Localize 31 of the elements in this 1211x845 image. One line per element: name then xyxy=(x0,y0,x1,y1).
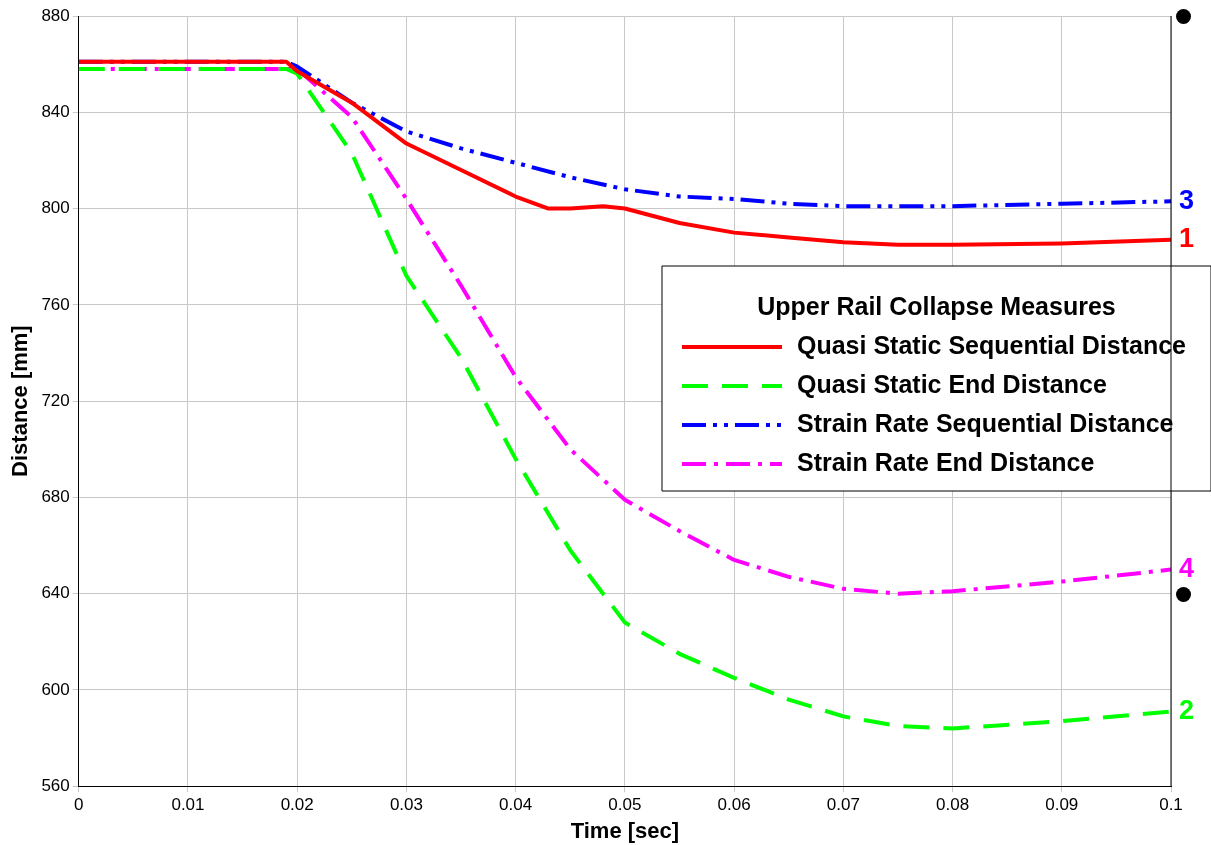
y-tick-label: 840 xyxy=(41,101,70,121)
legend-label: Quasi Static End Distance xyxy=(796,369,1107,398)
y-tick-label: 760 xyxy=(41,294,70,314)
x-tick-label: 0.05 xyxy=(608,795,642,815)
x-tick-label: 0.09 xyxy=(1045,795,1079,815)
x-tick-label: 0.07 xyxy=(826,795,860,815)
x-tick-label: 0.04 xyxy=(499,795,533,815)
legend-label: Quasi Static Sequential Distance xyxy=(796,330,1187,359)
x-tick-label: 0.02 xyxy=(280,795,314,815)
y-tick-label: 880 xyxy=(41,5,70,25)
y-tick-label: 560 xyxy=(41,775,70,795)
y-tick-label: 640 xyxy=(41,583,70,603)
x-tick-label: 0.06 xyxy=(717,795,751,815)
text: 2 xyxy=(1179,695,1195,726)
text: 4 xyxy=(1179,553,1195,584)
text: 3 xyxy=(1179,184,1195,215)
text: 1 xyxy=(1179,223,1195,254)
y-axis-title: Distance [mm] xyxy=(7,325,33,477)
y-tick-label: 600 xyxy=(41,679,70,699)
legend-label: Strain Rate End Distance xyxy=(796,447,1095,476)
x-tick-label: 0.08 xyxy=(936,795,970,815)
legend-title: Upper Rail Collapse Measures xyxy=(757,291,1116,320)
y-tick-label: 720 xyxy=(41,390,70,410)
y-tick-label: 800 xyxy=(41,198,70,218)
legend-label: Strain Rate Sequential Distance xyxy=(796,408,1174,437)
x-tick-label: 0 xyxy=(74,795,84,815)
x-axis-title: Time [sec] xyxy=(570,817,680,843)
x-tick-label: 0.03 xyxy=(389,795,423,815)
x-tick-label: 0.01 xyxy=(171,795,205,815)
x-tick-label: 0.1 xyxy=(1159,795,1183,815)
y-tick-label: 680 xyxy=(41,487,70,507)
